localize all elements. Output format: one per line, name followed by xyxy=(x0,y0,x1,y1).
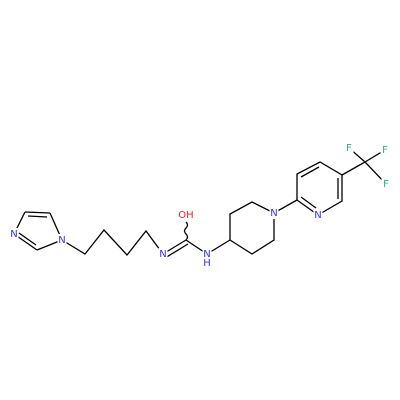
label-mask xyxy=(202,248,212,260)
bond xyxy=(27,215,48,218)
bond xyxy=(18,232,37,246)
bond xyxy=(24,211,51,214)
atom-label: OH xyxy=(178,210,193,221)
atom-label: N xyxy=(270,208,277,219)
label-mask xyxy=(269,207,279,219)
atom-label: N xyxy=(58,235,65,246)
label-mask xyxy=(9,228,19,240)
label-mask xyxy=(381,178,391,190)
bond xyxy=(300,196,317,209)
bond xyxy=(300,166,320,178)
label-mask xyxy=(202,257,212,269)
label-mask xyxy=(178,209,194,221)
label-mask xyxy=(380,144,390,156)
atom-label: F xyxy=(346,143,352,154)
bond xyxy=(61,228,164,257)
atom-label: H xyxy=(203,258,211,269)
label-mask xyxy=(57,234,67,246)
label-mask xyxy=(313,209,323,221)
atom-label: F xyxy=(382,145,388,156)
atom-label: N xyxy=(10,229,17,240)
wavy-bond xyxy=(183,221,189,241)
label-mask xyxy=(158,248,168,260)
label-mask xyxy=(344,142,354,154)
bond xyxy=(341,161,366,176)
atom-label: F xyxy=(383,179,389,190)
atom-label: N xyxy=(314,210,321,221)
atom-label: N xyxy=(203,249,210,260)
atom-label: N xyxy=(159,249,166,260)
bond xyxy=(164,243,189,259)
